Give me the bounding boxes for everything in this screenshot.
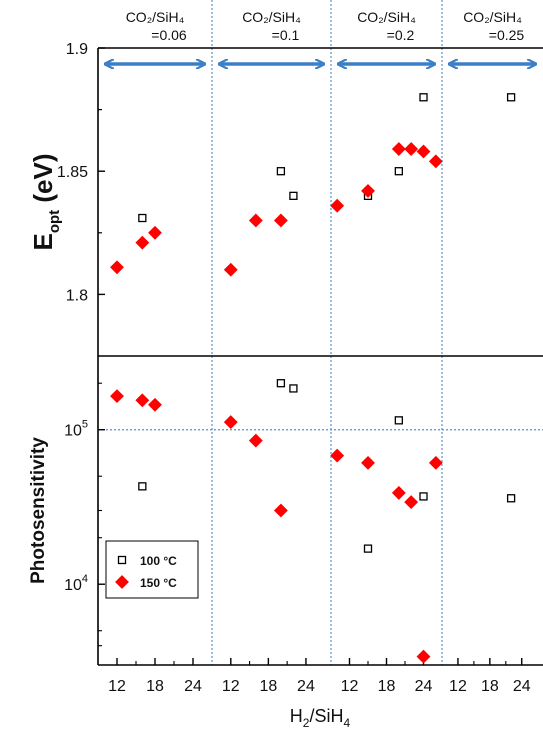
point-150c [223, 262, 238, 277]
point-100c [394, 167, 403, 176]
point-150c [273, 213, 288, 228]
x-tick-label: 18 [378, 678, 396, 695]
point-150c [391, 142, 406, 156]
x-tick-label: 12 [449, 678, 467, 695]
point-100c [289, 191, 298, 200]
point-150c [223, 415, 238, 430]
point-150c [148, 397, 162, 412]
y-tick-label-bottom: 105 [64, 419, 88, 440]
grid-layer [98, 0, 543, 665]
x-tick-label: 12 [222, 678, 240, 695]
panel-label-ratio: CO₂/SiH₄ [126, 9, 185, 25]
point-150c [110, 389, 124, 404]
point-100c [276, 379, 286, 388]
y-axis-title-bottom: Photosensitivity [28, 437, 49, 584]
y-tick-label-top: 1.8 [66, 287, 88, 304]
data-points [110, 93, 516, 664]
point-150c [391, 485, 406, 500]
legend-box [105, 540, 199, 599]
point-150c [248, 433, 263, 448]
point-150c [404, 495, 419, 510]
point-100c [419, 93, 428, 102]
x-axis-title: H2/SiH4 [290, 706, 351, 729]
point-150c [135, 393, 150, 408]
point-150c [361, 183, 375, 198]
panel-label-ratio: CO₂/SiH₄ [357, 9, 416, 25]
point-150c [110, 260, 124, 275]
panel-label-value: =0.1 [272, 27, 300, 43]
point-150c [361, 455, 375, 470]
panel-label-value: =0.2 [387, 27, 415, 43]
x-tick-label: 12 [341, 678, 359, 695]
x-tick-label: 18 [481, 678, 499, 695]
legend: 100 °C 150 °C [105, 540, 199, 599]
point-100c [289, 384, 298, 393]
point-150c [416, 649, 431, 664]
legend-label: 150 °C [140, 576, 177, 590]
panel-label-ratio: CO₂/SiH₄ [242, 9, 301, 25]
x-tick-label: 18 [259, 678, 277, 695]
panel-label-ratio: CO₂/SiH₄ [463, 9, 522, 25]
point-100c [363, 544, 373, 553]
x-tick-label: 12 [108, 678, 126, 695]
point-100c [276, 167, 286, 176]
point-150c [428, 455, 443, 470]
point-100c [506, 494, 516, 503]
point-150c [330, 448, 345, 463]
point-100c [394, 416, 403, 425]
point-100c [138, 213, 147, 223]
point-150c [148, 225, 162, 240]
x-tick-label: 24 [297, 678, 315, 695]
y-tick-label-bottom: 104 [64, 573, 88, 594]
point-150c [404, 142, 419, 156]
legend-label: 100 °C [140, 554, 177, 568]
point-150c [273, 503, 288, 518]
point-100c [138, 482, 147, 491]
point-150c [248, 213, 263, 228]
y-tick-label-top: 1.9 [66, 41, 88, 58]
plot-frame [97, 47, 543, 666]
x-tick-label: 18 [146, 678, 164, 695]
point-100c [506, 93, 516, 102]
panel-label-value: =0.06 [151, 27, 187, 43]
point-100c [419, 492, 428, 501]
y-tick-label-top: 1.85 [57, 164, 88, 181]
x-tick-label: 24 [415, 678, 433, 695]
point-150c [330, 198, 345, 213]
x-tick-label: 24 [184, 678, 202, 695]
panel-label-value: =0.25 [489, 27, 525, 43]
point-150c [115, 575, 129, 589]
point-150c [135, 235, 150, 250]
y-axis-title-top: Eopt (eV) [28, 153, 63, 250]
chart-text: 1.8 1.85 1.9 105 104 12 18 24 CO₂/SiH₄ =0.06 12 18 2… [28, 9, 531, 729]
point-150c [428, 154, 443, 169]
x-tick-label: 24 [513, 678, 531, 695]
point-150c [416, 144, 431, 159]
point-100c [117, 555, 127, 565]
